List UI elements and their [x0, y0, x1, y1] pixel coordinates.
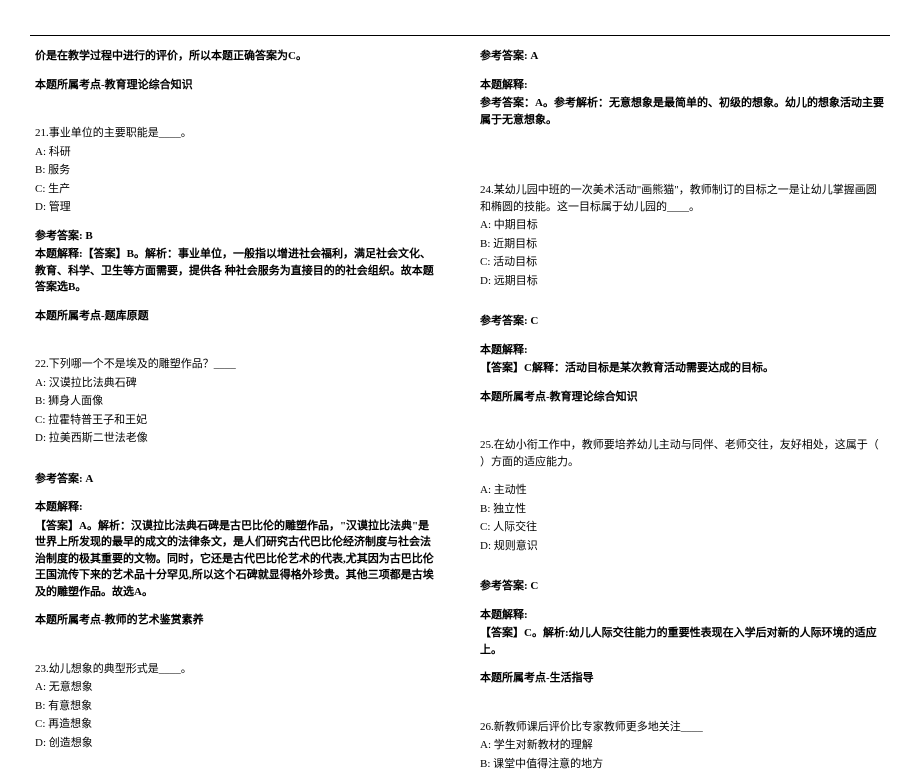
- q24-explain: 【答案】C解释：活动目标是某次教育活动需要达成的目标。: [480, 360, 885, 377]
- q22-explain: 【答案】A。解析：汉谟拉比法典石碑是古巴比伦的雕塑作品，"汉谟拉比法典"是世界上…: [35, 518, 440, 601]
- q26-stem: 26.新教师课后评价比专家教师更多地关注____: [480, 719, 885, 736]
- intro-text: 价是在教学过程中进行的评价，所以本题正确答案为C。: [35, 48, 440, 65]
- q25-option-a: A: 主动性: [480, 482, 885, 499]
- q22-topic: 本题所属考点-教师的艺术鉴赏素养: [35, 612, 440, 629]
- left-column: 价是在教学过程中进行的评价，所以本题正确答案为C。 本题所属考点-教育理论综合知…: [35, 48, 440, 774]
- q21-answer: 参考答案: B: [35, 228, 440, 245]
- q21-option-d: D: 管理: [35, 199, 440, 216]
- q25-stem: 25.在幼小衔工作中，教师要培养幼儿主动与同伴、老师交往，友好相处，这属于（ ）…: [480, 437, 885, 470]
- q23-explain: 参考答案：A。参考解析：无意想象是最简单的、初级的想象。幼儿的想象活动主要属于无…: [480, 95, 885, 128]
- q23-stem: 23.幼儿想象的典型形式是____。: [35, 661, 440, 678]
- q23-option-a: A: 无意想象: [35, 679, 440, 696]
- q25-topic: 本题所属考点-生活指导: [480, 670, 885, 687]
- q24-answer: 参考答案: C: [480, 313, 885, 330]
- q22-option-a: A: 汉谟拉比法典石碑: [35, 375, 440, 392]
- q25-answer: 参考答案: C: [480, 578, 885, 595]
- intro-topic: 本题所属考点-教育理论综合知识: [35, 77, 440, 94]
- q22-option-b: B: 狮身人面像: [35, 393, 440, 410]
- q23-option-d: D: 创造想象: [35, 735, 440, 752]
- q21-option-c: C: 生产: [35, 181, 440, 198]
- q21-option-a: A: 科研: [35, 144, 440, 161]
- q21-stem: 21.事业单位的主要职能是____。: [35, 125, 440, 142]
- q25-option-b: B: 独立性: [480, 501, 885, 518]
- q21-option-b: B: 服务: [35, 162, 440, 179]
- right-column: 参考答案: A 本题解释: 参考答案：A。参考解析：无意想象是最简单的、初级的想…: [480, 48, 885, 774]
- q26-option-a: A: 学生对新教材的理解: [480, 737, 885, 754]
- q21-explain: 本题解释:【答案】B。解析：事业单位，一般指以增进社会福利，满足社会文化、教育、…: [35, 246, 440, 296]
- q24-option-d: D: 远期目标: [480, 273, 885, 290]
- q24-option-b: B: 近期目标: [480, 236, 885, 253]
- q25-explain: 【答案】C。解析:幼儿人际交往能力的重要性表现在入学后对新的人际环境的适应上。: [480, 625, 885, 658]
- q22-option-c: C: 拉霍特普王子和王妃: [35, 412, 440, 429]
- q23-option-c: C: 再造想象: [35, 716, 440, 733]
- q22-answer: 参考答案: A: [35, 471, 440, 488]
- q23-explain-label: 本题解释:: [480, 77, 885, 94]
- q26-option-b: B: 课堂中值得注意的地方: [480, 756, 885, 773]
- q24-option-c: C: 活动目标: [480, 254, 885, 271]
- q24-topic: 本题所属考点-教育理论综合知识: [480, 389, 885, 406]
- q23-answer: 参考答案: A: [480, 48, 885, 65]
- q24-explain-label: 本题解释:: [480, 342, 885, 359]
- q22-explain-label: 本题解释:: [35, 499, 440, 516]
- q22-stem: 22.下列哪一个不是埃及的雕塑作品？____: [35, 356, 440, 373]
- q24-stem: 24.某幼儿园中班的一次美术活动"画熊猫"，教师制订的目标之一是让幼儿掌握画圆和…: [480, 182, 885, 215]
- q21-topic: 本题所属考点-题库原题: [35, 308, 440, 325]
- q25-option-d: D: 规则意识: [480, 538, 885, 555]
- q23-option-b: B: 有意想象: [35, 698, 440, 715]
- q25-option-c: C: 人际交往: [480, 519, 885, 536]
- q25-explain-label: 本题解释:: [480, 607, 885, 624]
- q22-option-d: D: 拉美西斯二世法老像: [35, 430, 440, 447]
- q24-option-a: A: 中期目标: [480, 217, 885, 234]
